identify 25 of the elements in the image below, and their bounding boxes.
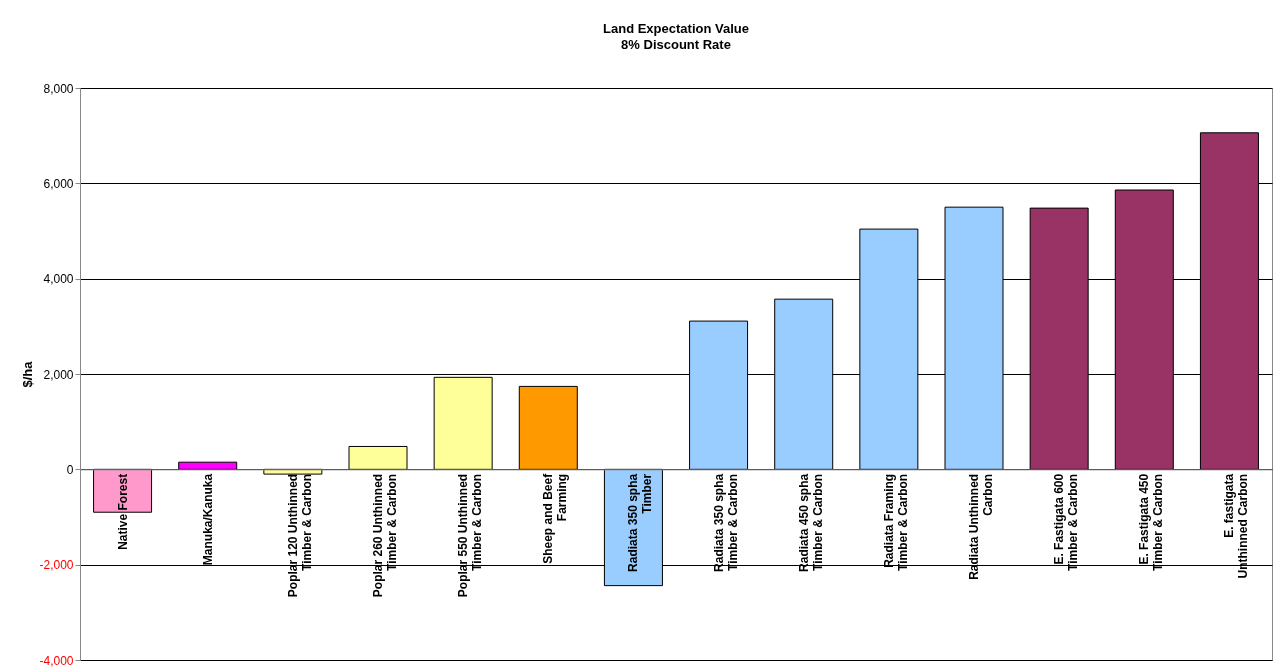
- y-tick-label: 2,000: [43, 367, 74, 382]
- chart-subtitle: 8% Discount Rate: [621, 37, 731, 52]
- chart-title: Land Expectation Value: [603, 21, 749, 36]
- bar: [348, 445, 408, 470]
- y-tick-label: -2,000: [39, 558, 74, 573]
- y-tick-label: 8,000: [43, 81, 74, 96]
- x-tick-label: E. Fastigata 600 Timber & Carbon: [1052, 473, 1081, 571]
- y-tick-label: 4,000: [43, 272, 74, 287]
- x-tick-label: Radiata 350 spha Timber: [626, 473, 655, 572]
- x-tick-label: Poplar 550 Unthinned Timber & Carbon: [456, 473, 485, 598]
- bar: [93, 468, 153, 513]
- y-tick-label: 0: [66, 462, 74, 477]
- bar: [433, 376, 493, 470]
- x-tick-label: Sheep and Beef Farming: [541, 472, 570, 564]
- x-tick-label: Poplar 260 Unthinned Timber & Carbon: [371, 473, 399, 598]
- x-tick-label: E. fastigata Unthinned Carbon: [1222, 473, 1251, 579]
- y-tick-label: -4,000: [39, 653, 74, 668]
- x-tick-label: Poplar 120 Unthinned Timber & Carbon: [285, 473, 314, 598]
- y-axis-title: $/ha: [20, 360, 36, 388]
- x-tick-label: Manuka/Kanuka: [200, 473, 215, 566]
- x-tick-label: Native Forest: [115, 473, 130, 550]
- x-tick-label: E. Fastigata 450 Timber & Carbon: [1137, 473, 1166, 571]
- bar: [518, 385, 578, 470]
- y-tick-label: 6,000: [43, 176, 74, 191]
- x-tick-label: Radiata Unthinned Carbon: [967, 473, 995, 580]
